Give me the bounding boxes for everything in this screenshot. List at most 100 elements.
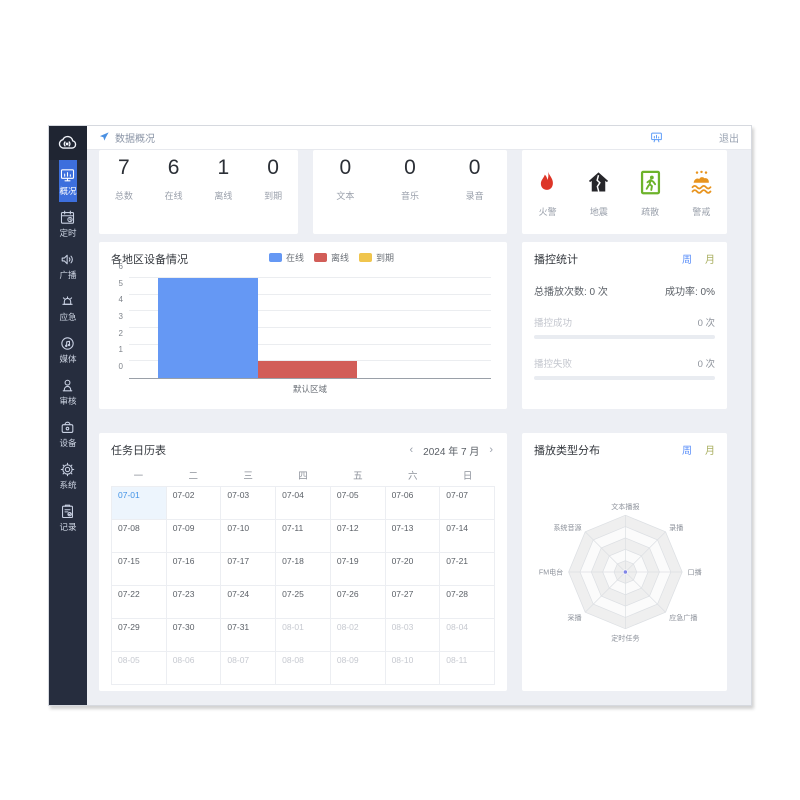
- weekday-label: 四: [298, 471, 308, 482]
- svg-text:口播: 口播: [687, 568, 701, 577]
- bar-离线[interactable]: [257, 361, 358, 378]
- calendar-day-08-02[interactable]: 08-02: [330, 619, 386, 652]
- calendar-day-07-21[interactable]: 07-21: [440, 553, 495, 586]
- calendar-day-07-24[interactable]: 07-24: [221, 586, 277, 619]
- dashboard-monitor-icon: [59, 167, 76, 184]
- calendar-day-07-25[interactable]: 07-25: [276, 586, 331, 619]
- panel-title: 播放类型分布: [534, 445, 600, 457]
- tab-月[interactable]: 月: [705, 446, 715, 457]
- bar-chart: 0 1 2 3 4 5 6 默认区域: [111, 262, 495, 395]
- calendar-day-08-06[interactable]: 08-06: [166, 652, 222, 685]
- calendar-day-07-28[interactable]: 07-28: [440, 586, 495, 619]
- next-month-button[interactable]: ›: [489, 444, 493, 456]
- tab-周[interactable]: 周: [682, 255, 692, 266]
- y-tick-label: 1: [118, 345, 123, 355]
- calendar-day-07-30[interactable]: 07-30: [166, 619, 222, 652]
- sidebar-item-设备[interactable]: 设备: [59, 412, 77, 454]
- legend-item-在线[interactable]: 在线: [269, 251, 304, 264]
- y-tick-label: 5: [118, 278, 123, 288]
- alert-item-地震[interactable]: 地震: [585, 169, 612, 218]
- calendar-day-07-09[interactable]: 07-09: [166, 520, 222, 553]
- sidebar-item-广播[interactable]: 广播: [59, 244, 77, 286]
- sidebar-item-定时[interactable]: 定时: [59, 202, 77, 244]
- legend-swatch: [269, 253, 282, 262]
- weekday-label: 五: [353, 471, 363, 482]
- calendar-day-07-31[interactable]: 07-31: [221, 619, 277, 652]
- alert-item-火警[interactable]: 火警: [534, 169, 561, 218]
- sidebar-item-label: 概况: [59, 186, 77, 196]
- calendar-day-07-08[interactable]: 07-08: [112, 520, 167, 553]
- device-icon: [59, 419, 76, 436]
- calendar-day-08-01[interactable]: 08-01: [276, 619, 331, 652]
- alert-item-疏散[interactable]: 疏散: [637, 169, 664, 218]
- calendar-day-08-04[interactable]: 08-04: [440, 619, 495, 652]
- calendar-day-07-19[interactable]: 07-19: [330, 553, 386, 586]
- calendar-day-08-07[interactable]: 08-07: [221, 652, 277, 685]
- top-bar: 数据概况 退出: [87, 126, 751, 150]
- calendar-day-07-11[interactable]: 07-11: [276, 520, 331, 553]
- tab-周[interactable]: 周: [682, 446, 692, 457]
- calendar-day-08-09[interactable]: 08-09: [330, 652, 386, 685]
- gridline: [129, 293, 491, 295]
- calendar-day-07-06[interactable]: 07-06: [385, 487, 441, 520]
- sidebar-item-label: 应急: [59, 312, 77, 322]
- sidebar-item-概况[interactable]: 概况: [58, 160, 77, 202]
- bar-在线[interactable]: [157, 278, 258, 378]
- gridline: [129, 310, 491, 312]
- bottom-row: 任务日历表 ‹ 2024 年 7 月 › 一二三四五六日 07-01 07-02 0…: [99, 433, 739, 691]
- speaker-icon: [59, 251, 76, 268]
- calendar-day-07-23[interactable]: 07-23: [166, 586, 222, 619]
- calendar-day-07-14[interactable]: 07-14: [440, 520, 495, 553]
- page-title: 数据概况: [115, 134, 155, 145]
- sidebar-item-审核[interactable]: 审核: [59, 370, 77, 412]
- calendar-day-08-11[interactable]: 08-11: [440, 652, 495, 685]
- calendar-day-08-10[interactable]: 08-10: [385, 652, 441, 685]
- prev-month-button[interactable]: ‹: [409, 444, 414, 456]
- stat-label: 音乐: [400, 191, 419, 201]
- svg-text:录播: 录播: [669, 523, 683, 532]
- calendar-day-07-18[interactable]: 07-18: [276, 553, 331, 586]
- calendar-day-08-08[interactable]: 08-08: [276, 652, 331, 685]
- calendar-day-07-02[interactable]: 07-02: [166, 487, 222, 520]
- calendar-day-07-12[interactable]: 07-12: [330, 520, 386, 553]
- calendar-day-07-20[interactable]: 07-20: [385, 553, 441, 586]
- sidebar-item-记录[interactable]: 记录: [59, 496, 77, 538]
- logout-button[interactable]: 退出: [719, 134, 739, 145]
- legend-label: 在线: [286, 253, 305, 263]
- calendar-day-07-13[interactable]: 07-13: [385, 520, 441, 553]
- radar-chart: 文本播报 录播 口播 应急广播 定时任务 采播 FM电台 系统音源: [534, 460, 715, 684]
- sidebar-item-label: 广播: [59, 270, 77, 280]
- weekday-label: 三: [243, 471, 253, 482]
- calendar-day-08-05[interactable]: 08-05: [112, 652, 167, 685]
- sidebar-item-媒体[interactable]: 媒体: [59, 328, 77, 370]
- stat-label: 在线: [164, 191, 183, 201]
- calendar-day-07-01[interactable]: 07-01: [112, 487, 167, 520]
- sidebar-item-label: 设备: [59, 438, 77, 448]
- calendar-day-07-16[interactable]: 07-16: [166, 553, 222, 586]
- calendar-day-07-27[interactable]: 07-27: [385, 586, 441, 619]
- presentation-screen-icon[interactable]: [650, 131, 663, 144]
- calendar-day-07-10[interactable]: 07-10: [221, 520, 277, 553]
- alert-label: 地震: [589, 206, 608, 217]
- calendar-day-07-04[interactable]: 07-04: [276, 487, 331, 520]
- sidebar-item-应急[interactable]: 应急: [59, 286, 77, 328]
- calendar-day-07-29[interactable]: 07-29: [112, 619, 167, 652]
- calendar-day-07-26[interactable]: 07-26: [330, 586, 386, 619]
- sidebar-item-系统[interactable]: 系统: [59, 454, 77, 496]
- alert-item-警戒[interactable]: 警戒: [688, 169, 715, 218]
- calendar-day-07-05[interactable]: 07-05: [330, 487, 386, 520]
- playback-stat-row: 播控失败 0 次: [534, 356, 715, 380]
- calendar-day-07-22[interactable]: 07-22: [112, 586, 167, 619]
- calendar-day-08-03[interactable]: 08-03: [385, 619, 441, 652]
- legend-item-离线[interactable]: 离线: [314, 251, 349, 264]
- legend-item-到期[interactable]: 到期: [359, 251, 394, 264]
- calendar-day-07-03[interactable]: 07-03: [221, 487, 277, 520]
- stat-value: 0: [404, 156, 416, 179]
- calendar-day-07-07[interactable]: 07-07: [440, 487, 495, 520]
- calendar-day-07-15[interactable]: 07-15: [112, 553, 167, 586]
- tab-月[interactable]: 月: [705, 255, 715, 266]
- calendar-day-07-17[interactable]: 07-17: [221, 553, 277, 586]
- fire-icon: [534, 169, 561, 201]
- row-value: 0 次: [697, 318, 715, 329]
- emergency-alerts-card: 火警 地震 疏散 警戒: [522, 150, 727, 234]
